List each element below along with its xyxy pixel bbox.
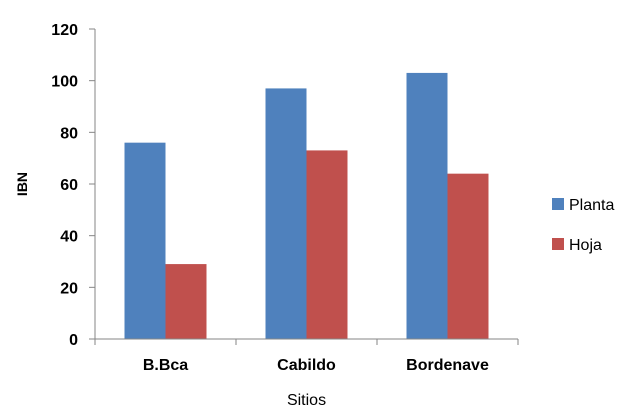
- bar-planta-b-bca: [124, 142, 166, 339]
- y-tick-label: 100: [51, 74, 78, 91]
- y-tick-label: 60: [60, 177, 78, 194]
- legend-label-planta: Planta: [569, 197, 614, 214]
- y-tick-label: 120: [51, 22, 78, 39]
- bar-hoja-cabildo: [306, 150, 348, 339]
- x-tick-label: Cabildo: [277, 357, 336, 374]
- y-tick-label: 0: [69, 332, 78, 349]
- x-axis-label: Sitios: [287, 392, 326, 409]
- legend-swatch-hoja: [552, 238, 564, 250]
- y-tick-label: 80: [60, 125, 78, 142]
- y-axis-label: IBN: [14, 172, 30, 196]
- x-tick-label: Bordenave: [406, 357, 489, 374]
- bar-planta-cabildo: [265, 88, 307, 340]
- legend: Planta Hoja: [552, 197, 614, 254]
- bar-planta-bordenave: [406, 72, 448, 340]
- legend-label-hoja: Hoja: [569, 237, 602, 254]
- bar-hoja-bordenave: [447, 173, 489, 339]
- x-ticks-group: B.Bca Cabildo Bordenave: [94, 339, 519, 374]
- y-ticks-group: 0 20 40 60 80 100 120: [51, 22, 95, 349]
- y-tick-label: 20: [60, 280, 78, 297]
- bar-hoja-b-bca: [165, 264, 207, 339]
- bars-group: [124, 72, 489, 340]
- y-tick-label: 40: [60, 229, 78, 246]
- x-tick-label: B.Bca: [143, 357, 188, 374]
- legend-swatch-planta: [552, 198, 564, 210]
